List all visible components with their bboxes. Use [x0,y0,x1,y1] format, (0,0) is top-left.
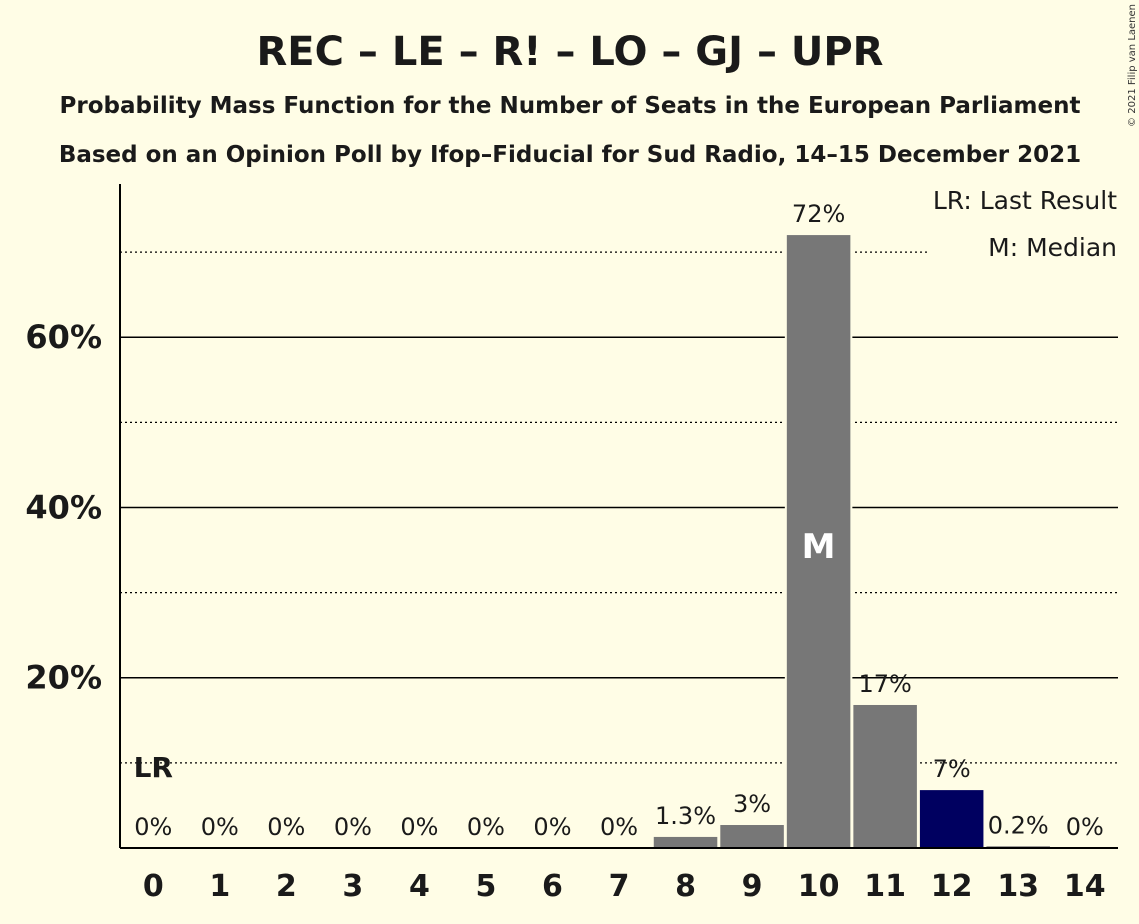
x-tick-label: 10 [798,869,840,904]
legend: LR: Last Result M: Median [930,180,1125,270]
legend-background [930,180,1125,270]
bars [651,233,1052,849]
last-result-marker: LR [134,751,173,784]
data-label: 0% [267,813,305,841]
bar [786,235,851,849]
bar-halo [984,844,1052,848]
chart-title: REC – LE – R! – LO – GJ – UPR [257,29,884,75]
data-label: 1.3% [655,802,716,830]
data-label: 0% [600,813,638,841]
data-labels: 0% LR 0% 0% 0% 0% 0% 0% 0% 1.3% 3% 72% M 17% 7% 0.2% 0% [134,200,1104,841]
gridlines [120,251,1118,764]
x-tick-label: 7 [609,869,630,904]
chart-source: Based on an Opinion Poll by Ifop–Fiducia… [59,142,1081,168]
data-label: 0% [1066,813,1104,841]
data-label: 72% [792,200,845,228]
bar [653,836,718,848]
x-tick-label: 14 [1064,869,1106,904]
legend-median: M: Median [988,233,1117,262]
data-label: 0% [533,813,571,841]
chart-subtitle: Probability Mass Function for the Number… [60,93,1081,119]
legend-last-result: LR: Last Result [933,186,1117,215]
y-tick-label: 60% [25,318,102,356]
x-tick-label: 1 [209,869,230,904]
data-label: 3% [733,790,771,818]
bar [720,825,784,848]
median-marker: M [802,527,836,567]
x-tick-label: 6 [542,869,563,904]
data-label: 0% [467,813,505,841]
data-label: 0% [201,813,239,841]
data-label: 0% [334,813,372,841]
bar [853,704,917,848]
data-label: 0.2% [988,811,1049,839]
x-tick-label: 4 [409,869,430,904]
bar [919,790,984,848]
x-tick-label: 2 [276,869,297,904]
x-tick-label: 13 [997,869,1039,904]
axes: 20%40%60%0 1 2 3 4 5 6 7 8 9 10 11 12 13 14 [25,184,1118,904]
x-tick-label: 12 [931,869,973,904]
x-tick-label: 0 [143,869,164,904]
data-label: 17% [858,670,911,698]
x-tick-label: 8 [675,869,696,904]
copyright: © 2021 Filip van Laenen [1127,4,1138,127]
data-label: 0% [400,813,438,841]
data-label: 0% [134,813,172,841]
y-tick-label: 20% [25,659,102,697]
data-label: 7% [933,755,971,783]
x-tick-label: 3 [342,869,363,904]
x-tick-label: 9 [742,869,763,904]
x-tick-label: 11 [864,869,906,904]
y-tick-label: 40% [25,488,102,526]
x-tick-label: 5 [475,869,496,904]
